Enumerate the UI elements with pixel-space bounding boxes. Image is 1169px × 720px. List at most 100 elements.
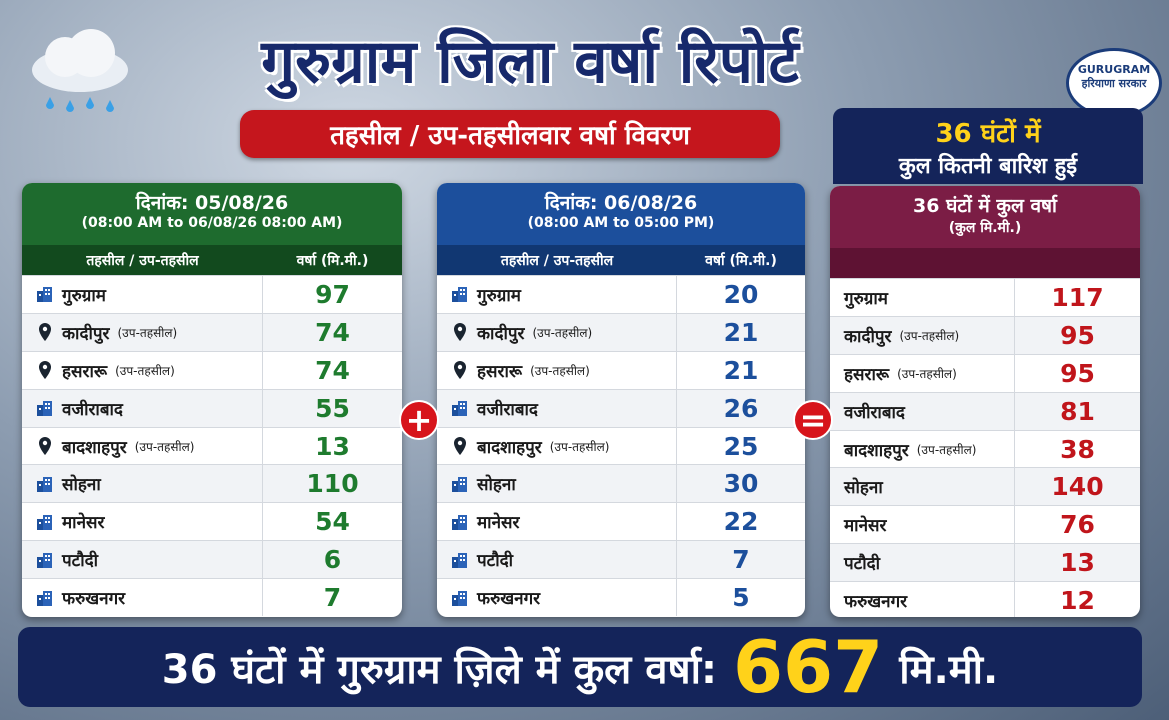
place-name: पटौदी [62,551,99,572]
place-note: (उप-तहसील) [916,442,977,457]
col: तहसील / उप-तहसील [86,252,199,269]
footer: 36 घंटों में गुरुग्राम ज़िले में कुल वर्… [18,625,1142,709]
place-note: (उप-तहसील) [134,439,195,454]
pin-icon [39,437,51,455]
table-row: पटौदी 6 [22,540,402,579]
table-row: फरुखनगर 5 [437,578,805,617]
name-cell: सोहना [22,465,263,503]
table: दिनांक: 06/08/26 (08:00 AM to 05:00 PM) त… [437,183,805,617]
table-row: पटौदी 7 [437,540,805,579]
name-cell: हसरारू (उप-तहसील) [22,351,263,389]
column-header: तहसील / उप-तहसील वर्षा (मि.मी.) [437,245,805,275]
building-icon [452,476,467,492]
place-name: मानेसर [477,513,520,534]
name-cell: हसरारू (उप-तहसील) [437,351,677,389]
table-row: सोहना 30 [437,464,805,503]
name-cell: वजीराबाद [830,392,1015,430]
place-name: गुरुग्राम [477,285,521,306]
rainfall-value: 74 [315,317,350,347]
building-icon [37,590,52,606]
date: दिनांक: 06/08/26 [544,192,698,214]
period: (08:00 AM to 05:00 PM) [527,215,715,231]
rows: गुरुग्राम 117 कादीपुर (उप-तहसील) 95 हसरारू (उप… [830,278,1140,617]
place-note: (उप-तहसील) [530,363,590,378]
rainfall-value: 55 [315,393,350,423]
header-band [830,248,1140,278]
place-note: (उप-तहसील) [897,366,957,381]
building-icon [37,514,52,530]
pin-icon [39,361,51,380]
name-cell: फरुखनगर [22,579,263,617]
place-note: (उप-तहसील) [899,328,960,343]
rainfall-value: 13 [315,431,350,461]
footer-value: 667 [732,625,884,709]
plus-sign: + [399,400,439,440]
place-name: कादीपुर [62,323,110,344]
table-row: गुरुग्राम 20 [437,275,805,313]
name-cell: गुरुग्राम [22,276,263,313]
building-icon [37,287,52,303]
name-cell: पटौदी [437,541,677,579]
place-name: पटौदी [844,554,881,575]
pin-icon [454,323,466,342]
name-cell: सोहना [830,468,1015,506]
rainfall-value: 95 [1060,358,1095,388]
place-name: फरुखनगर [844,592,908,613]
logo-badge: GURUGRAM हरियाणा सरकार [1066,48,1162,118]
table-row: वजीराबाद 81 [830,391,1140,430]
place-name: पटौदी [477,551,514,572]
place-name: हसरारू [62,361,108,382]
rainfall-value: 13 [1060,548,1095,578]
place-name: मानेसर [844,516,887,537]
table-row: मानेसर 22 [437,502,805,541]
place-name: सोहना [62,475,101,496]
name-cell: कादीपुर (उप-तहसील) [437,313,677,351]
place-name: मानेसर [62,513,105,534]
footer-text: 36 घंटों में गुरुग्राम ज़िले में कुल वर्… [161,646,717,693]
building-icon [452,401,467,417]
name-cell: बादशाहपुर (उप-तहसील) [437,427,677,465]
building-icon [37,552,52,568]
title: गुरुग्राम जिला वर्षा रिपोर्ट [261,27,799,97]
table-header: दिनांक: 06/08/26 (08:00 AM to 05:00 PM) [437,183,805,245]
summary-line: कुल कितनी बारिश हुई [898,154,1078,179]
building-icon [452,552,467,568]
table-row: मानेसर 54 [22,502,402,541]
table-row: हसरारू (उप-तहसील) 95 [830,353,1140,392]
rainfall-value: 21 [723,355,759,385]
rainfall-value: 38 [1060,434,1095,464]
name-cell: मानेसर [830,506,1015,544]
place-name: सोहना [477,475,516,496]
building-icon [452,514,467,530]
rainfall-value: 54 [315,507,350,537]
name-cell: मानेसर [437,503,677,541]
place-name: कादीपुर [844,326,892,347]
rainfall-value: 97 [315,279,350,309]
rainfall-value: 22 [723,507,759,537]
rainfall-value: 110 [306,469,359,499]
rows: गुरुग्राम 20 कादीपुर (उप-तहसील) 21 हसरारू (उप-… [437,275,805,617]
name-cell: फरुखनगर [830,582,1015,617]
logo: GURUGRAM हरियाणा सरकार [1064,8,1164,118]
name-cell: कादीपुर (उप-तहसील) [22,313,263,351]
table-row: कादीपुर (उप-तहसील) 95 [830,315,1140,354]
place-name: वजीराबाद [62,399,123,420]
unit: (कुल मि.मी.) [948,220,1022,236]
table-row: कादीपुर (उप-तहसील) 21 [437,312,805,351]
table: दिनांक: 05/08/26 (08:00 AM to 06/08/26 08… [22,183,402,617]
footer-unit: मि.मी. [899,646,999,693]
rainfall-value: 76 [1060,510,1095,540]
subtitle: तहसील / उप-तहसीलवार वर्षा विवरण [240,110,780,158]
table-row: कादीपुर (उप-तहसील) 74 [22,312,402,351]
place-name: बादशाहपुर [477,437,542,458]
rainfall-value: 26 [723,393,759,423]
name-cell: बादशाहपुर (उप-तहसील) [830,430,1015,468]
name-cell: गुरुग्राम [830,279,1015,316]
date: दिनांक: 05/08/26 [135,192,289,214]
name-cell: फरुखनगर [437,579,677,617]
table-header: 36 घंटों में कुल वर्षा (कुल मि.मी.) [830,186,1140,248]
table-row: वजीराबाद 55 [22,388,402,427]
rain-cloud-icon [32,29,128,112]
place-name: फरुखनगर [477,589,541,610]
